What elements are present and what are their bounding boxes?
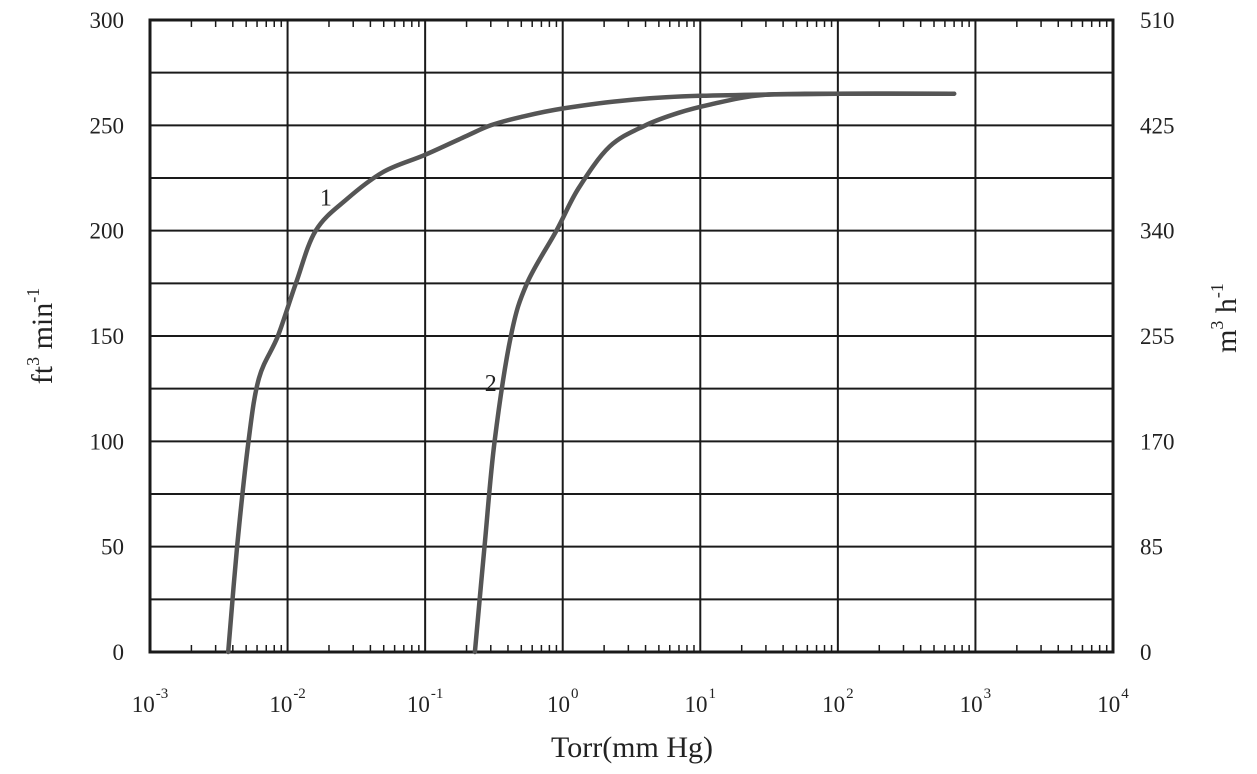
- y-tick-label: 0: [113, 640, 125, 665]
- x-tick-exponent: 1: [709, 686, 717, 702]
- x-tick-exponent: 2: [846, 686, 854, 702]
- y2-tick-label: 255: [1140, 324, 1175, 349]
- y2-tick-label: 340: [1140, 219, 1175, 244]
- y-axis-title: ft3 min-1: [23, 288, 59, 385]
- x-tick-exponent: 4: [1121, 686, 1129, 702]
- x-tick-label: 101: [685, 686, 717, 717]
- y-tick-labels: 0 50 100 150 200 250 300: [90, 8, 125, 665]
- curve-2-label: 2: [485, 371, 497, 397]
- y2-axis-title-mid: h: [1210, 298, 1243, 321]
- x-tick-label: 100: [547, 686, 579, 717]
- x-tick-base: 10: [547, 692, 570, 717]
- y2-tick-label: 425: [1140, 113, 1175, 138]
- y2-axis-title-sup: 3: [1207, 321, 1227, 330]
- x-tick-base: 10: [960, 692, 983, 717]
- x-tick-exponent: -2: [293, 686, 306, 702]
- y-tick-label: 250: [90, 113, 125, 138]
- plot-frame: [148, 18, 1115, 654]
- y-axis-title-sup2: -1: [23, 288, 43, 303]
- x-tick-exponent: 3: [984, 686, 992, 702]
- x-tick-base: 10: [269, 692, 292, 717]
- x-tick-label: 102: [822, 686, 854, 717]
- curves: 12: [225, 91, 957, 655]
- y2-axis-title-sup2: -1: [1207, 283, 1227, 298]
- x-tick-base: 10: [685, 692, 708, 717]
- y2-axis-title: m3 h-1: [1207, 283, 1243, 353]
- x-tick-label: 104: [1097, 686, 1129, 717]
- y2-tick-label: 0: [1140, 640, 1152, 665]
- x-axis-title: Torr(mm Hg): [551, 731, 713, 764]
- y-tick-label: 100: [90, 429, 125, 454]
- curve-2: [472, 91, 957, 655]
- y-axis-title-mid: min: [26, 303, 59, 357]
- x-tick-exponent: 0: [571, 686, 579, 702]
- x-tick-exponent: -3: [156, 686, 169, 702]
- x-tick-exponent: -1: [431, 686, 444, 702]
- y-axis-title-base: ft: [26, 365, 59, 384]
- y-tick-label: 300: [90, 8, 125, 33]
- x-tick-label: 103: [960, 686, 992, 717]
- x-tick-label: 10-2: [269, 686, 306, 717]
- x-tick-base: 10: [822, 692, 845, 717]
- y2-tick-label: 510: [1140, 8, 1175, 33]
- x-tick-base: 10: [1097, 692, 1120, 717]
- y2-tick-labels: 0 85 170 255 340 425 510: [1140, 8, 1175, 665]
- x-tick-labels: 10-3 10-2 10-1 100 101 102 103 104: [132, 686, 1130, 717]
- grid: [149, 19, 1114, 653]
- y2-tick-label: 85: [1140, 535, 1163, 560]
- y2-tick-label: 170: [1140, 429, 1175, 454]
- y-axis-title-sup: 3: [23, 357, 43, 366]
- y-tick-label: 200: [90, 219, 125, 244]
- y-tick-label: 50: [101, 535, 124, 560]
- x-tick-base: 10: [407, 692, 430, 717]
- x-tick-base: 10: [132, 692, 155, 717]
- x-tick-label: 10-3: [132, 686, 169, 717]
- curve-1: [225, 91, 957, 655]
- y2-axis-title-base: m: [1210, 330, 1243, 353]
- x-tick-label: 10-1: [407, 686, 444, 717]
- y-tick-label: 150: [90, 324, 125, 349]
- curve-1-label: 1: [320, 185, 332, 211]
